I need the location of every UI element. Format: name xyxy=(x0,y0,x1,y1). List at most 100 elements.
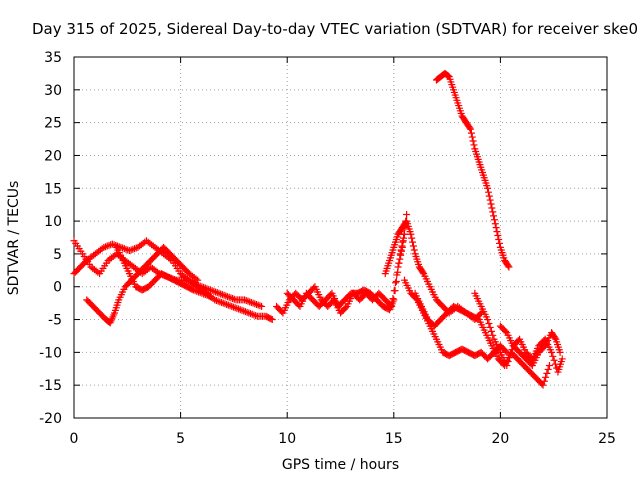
data-point xyxy=(220,291,228,299)
data-point xyxy=(215,289,223,297)
y-tick-label: 0 xyxy=(53,280,62,296)
data-point xyxy=(206,293,214,301)
data-point xyxy=(203,291,211,299)
data-point xyxy=(217,290,225,298)
data-point xyxy=(488,204,496,212)
y-tick-label: 20 xyxy=(44,148,62,164)
y-axis-label: SDTVAR / TECUs xyxy=(6,180,22,296)
data-point xyxy=(399,238,407,246)
data-point xyxy=(119,244,127,252)
data-point xyxy=(224,301,232,309)
data-point xyxy=(245,309,253,317)
x-tick-label: 25 xyxy=(598,431,616,447)
x-tick-label: 0 xyxy=(70,431,79,447)
data-point xyxy=(492,224,500,232)
data-point xyxy=(195,288,203,296)
data-point xyxy=(188,279,196,287)
data-point xyxy=(507,350,515,358)
x-tick-label: 15 xyxy=(385,431,403,447)
data-point xyxy=(468,133,476,141)
data-point xyxy=(400,234,408,242)
data-point xyxy=(397,246,405,254)
data-point xyxy=(467,129,475,137)
data-point xyxy=(189,279,197,287)
data-point xyxy=(229,303,237,311)
data-point xyxy=(504,358,512,366)
data-point xyxy=(550,356,558,364)
data-point xyxy=(189,286,197,294)
data-point xyxy=(131,245,139,253)
data-point xyxy=(505,263,513,271)
data-point xyxy=(213,289,221,297)
data-point xyxy=(221,300,229,308)
data-point xyxy=(390,296,398,304)
data-point xyxy=(503,361,511,369)
data-point xyxy=(556,348,564,356)
data-point xyxy=(191,287,199,295)
data-point xyxy=(407,230,415,238)
data-point xyxy=(208,287,216,295)
y-tick-label: 15 xyxy=(44,181,62,197)
series-arc10 xyxy=(432,69,513,271)
data-point xyxy=(212,288,220,296)
series-arc4 xyxy=(113,243,214,301)
data-point xyxy=(504,262,512,270)
data-point xyxy=(191,280,199,288)
data-point xyxy=(229,295,237,303)
data-point xyxy=(247,298,255,306)
data-point xyxy=(394,268,402,276)
data-points xyxy=(70,69,566,389)
data-point xyxy=(200,290,208,298)
data-point xyxy=(223,300,231,308)
data-point xyxy=(258,302,266,310)
data-point xyxy=(494,232,502,240)
data-point xyxy=(539,381,547,389)
data-point xyxy=(205,292,213,300)
data-point xyxy=(249,299,257,307)
data-point xyxy=(256,302,264,310)
data-point xyxy=(490,216,498,224)
data-point xyxy=(251,300,259,308)
data-point xyxy=(120,245,128,253)
data-point xyxy=(544,365,552,373)
data-point xyxy=(192,275,200,283)
data-point xyxy=(214,297,222,305)
data-point xyxy=(205,285,213,293)
plot-frame xyxy=(73,56,608,419)
data-point xyxy=(212,297,220,305)
grid-lines xyxy=(74,57,607,418)
y-tick-label: 10 xyxy=(44,214,62,230)
data-point xyxy=(231,304,239,312)
data-point xyxy=(194,276,202,284)
data-point xyxy=(129,245,137,253)
data-point xyxy=(241,296,249,304)
series-arc9 xyxy=(411,289,553,389)
data-point xyxy=(467,125,475,133)
data-point xyxy=(236,306,244,314)
data-point xyxy=(487,200,495,208)
y-tick-label: -20 xyxy=(39,411,62,427)
data-point xyxy=(486,196,494,204)
axis-ticks: 0 5 10 15 20 25 -20 -15 -10 -5 0 5 10 15 20 25 30 35 xyxy=(39,50,616,447)
data-point xyxy=(540,343,548,351)
data-point xyxy=(196,282,204,290)
series-arc12 xyxy=(496,322,564,369)
data-point xyxy=(267,315,275,323)
data-point xyxy=(342,304,350,312)
x-tick-label: 5 xyxy=(176,431,185,447)
data-point xyxy=(201,284,209,292)
data-point xyxy=(551,334,559,342)
data-point xyxy=(218,291,226,299)
data-point xyxy=(218,298,226,306)
data-point xyxy=(484,184,492,192)
data-point xyxy=(403,211,411,219)
data-point xyxy=(201,291,209,299)
data-point xyxy=(408,234,416,242)
data-point xyxy=(398,242,406,250)
data-point xyxy=(419,268,427,276)
data-point xyxy=(392,279,400,287)
data-point xyxy=(203,285,211,293)
data-point xyxy=(242,297,250,305)
data-point xyxy=(108,240,116,248)
y-tick-label: 5 xyxy=(53,247,62,263)
